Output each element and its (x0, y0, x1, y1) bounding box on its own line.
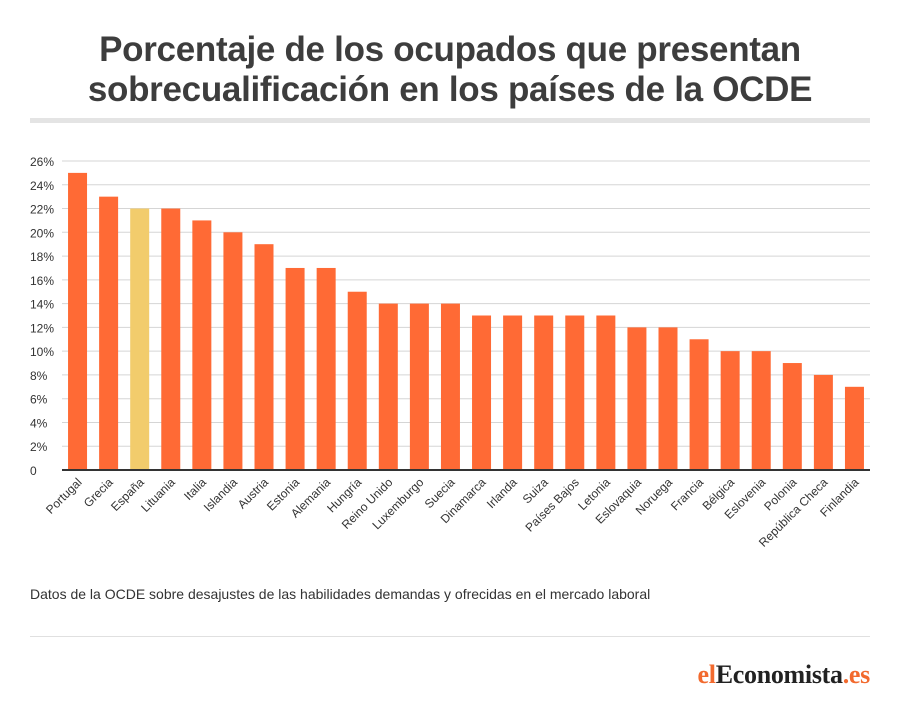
bar (565, 315, 585, 470)
y-tick-label: 22% (30, 203, 54, 217)
footnote: Datos de la OCDE sobre desajustes de las… (30, 586, 651, 602)
bar (658, 327, 678, 470)
bar (316, 267, 336, 470)
bar-chart: 0 2% 4% 6% 8% 10% 12% 14% 16% 18% 20% 22% 24% 26% Port… (30, 155, 870, 550)
title-line-2: sobrecualificación en los países de la O… (87, 70, 813, 109)
bar (347, 291, 367, 470)
y-tick-label: 18% (30, 250, 54, 264)
y-tick-label: 10% (30, 345, 54, 359)
logo-prefix: el (697, 660, 716, 689)
x-tick-label: Portugal (43, 475, 85, 517)
title-divider (30, 118, 870, 123)
footer-divider (30, 636, 870, 637)
bar (720, 351, 740, 470)
y-tick-label: 24% (30, 179, 54, 193)
y-tick-label: 4% (30, 416, 48, 430)
bar (99, 196, 119, 470)
x-tick-label: Islandia (201, 475, 240, 514)
bar (378, 303, 398, 470)
y-tick-label: 20% (30, 226, 54, 240)
bar (192, 220, 212, 470)
y-tick-label: 2% (30, 440, 48, 454)
y-tick-label: 8% (30, 369, 48, 383)
bar (596, 315, 616, 470)
y-tick-label: 12% (30, 321, 54, 335)
title-line-1: Porcentaje de los ocupados que presentan (99, 30, 801, 69)
y-tick-label: 6% (30, 393, 48, 407)
bar (161, 208, 181, 470)
bar (440, 303, 460, 470)
x-tick-label: Irlanda (484, 475, 520, 511)
bar (254, 244, 274, 470)
chart-title: Porcentaje de los ocupados que presentan… (0, 30, 900, 110)
y-tick-label: 26% (30, 155, 54, 169)
x-tick-label: Lituania (138, 475, 178, 515)
bar (503, 315, 523, 470)
x-tick-label: Francia (668, 475, 706, 513)
x-tick-label: Italia (181, 475, 209, 503)
logo-brand: Economista (715, 660, 843, 689)
bar (68, 172, 88, 470)
logo-suffix: .es (842, 660, 871, 689)
bar (472, 315, 492, 470)
bar (223, 232, 243, 470)
bar (534, 315, 554, 470)
bar (844, 386, 864, 470)
bar (409, 303, 429, 470)
y-tick-label: 16% (30, 274, 54, 288)
brand-logo: elEconomista.es (697, 660, 871, 690)
y-tick-label: 14% (30, 298, 54, 312)
bar (285, 267, 305, 470)
bar (130, 208, 150, 470)
bar (627, 327, 647, 470)
bar (689, 339, 709, 470)
bar (751, 351, 771, 470)
y-tick-label: 0 (30, 464, 37, 478)
bar (813, 374, 833, 470)
bar (782, 363, 802, 470)
